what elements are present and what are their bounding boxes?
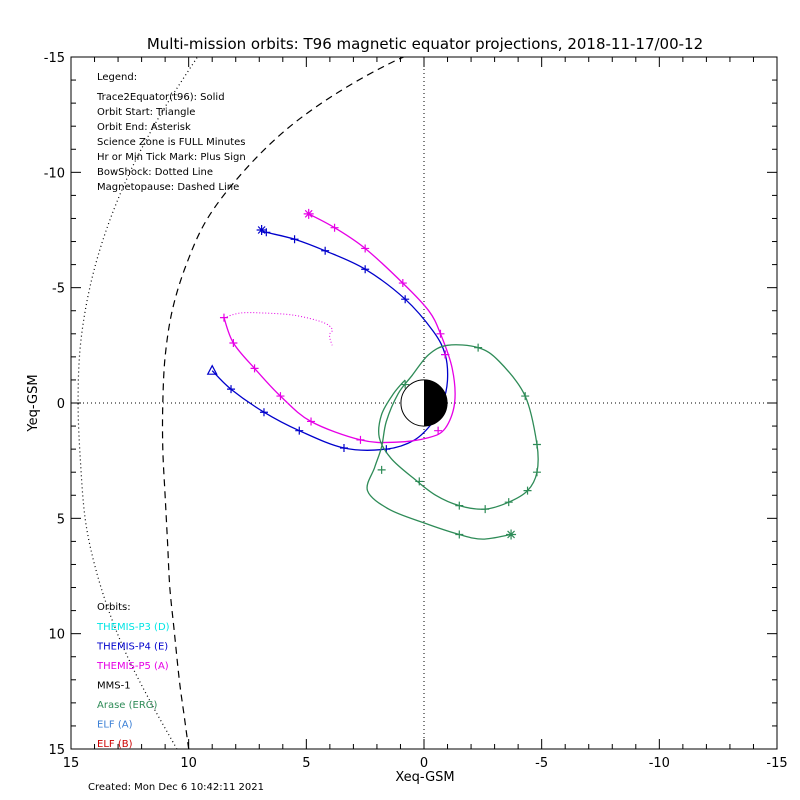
tick-mark <box>250 364 259 373</box>
tick-mark <box>398 279 407 288</box>
y-tick-label: -5 <box>52 282 65 297</box>
orbit-entry: ELF (B) <box>97 739 133 750</box>
tick-mark <box>523 486 532 495</box>
x-tick-label: 0 <box>420 756 428 771</box>
created-timestamp: Created: Mon Dec 6 10:42:11 2021 <box>88 782 264 793</box>
legend-line: Orbit End: Asterisk <box>97 122 191 133</box>
x-tick-label: -10 <box>649 756 670 771</box>
tick-mark <box>219 313 228 322</box>
orbits-heading: Orbits: <box>97 602 131 613</box>
tick-mark <box>532 440 541 449</box>
orbit-list: Orbits: THEMIS-P3 (D) THEMIS-P4 (E) THEMIS-… <box>96 602 170 750</box>
tick-mark <box>415 477 424 486</box>
orbit-entry: THEMIS-P3 (D) <box>96 622 170 633</box>
orbit-entry: Arase (ERG) <box>97 700 158 711</box>
orbit-end-asterisk <box>303 208 314 219</box>
series-themis-p5-main <box>219 208 456 444</box>
tick-mark <box>227 385 236 394</box>
tick-mark <box>356 435 365 444</box>
tick-mark <box>441 350 450 359</box>
y-tick-label: 10 <box>48 628 65 643</box>
tick-mark <box>401 380 410 389</box>
tick-mark <box>361 244 370 253</box>
tick-mark <box>455 530 464 539</box>
orbit-line <box>366 344 539 540</box>
x-tick-label: 10 <box>180 756 197 771</box>
x-tick-label: 15 <box>63 756 80 771</box>
series-arase-erg <box>366 343 541 540</box>
tick-mark <box>434 426 443 435</box>
orbit-line <box>223 213 456 444</box>
tick-mark <box>276 392 285 401</box>
legend-line: Magnetopause: Dashed Line <box>97 182 239 193</box>
y-tick-label: -10 <box>44 166 65 181</box>
tick-mark <box>377 465 386 474</box>
magnetopause-line <box>161 57 406 749</box>
orbit-entry: MMS-1 <box>97 681 131 692</box>
tick-mark <box>229 339 238 348</box>
orbit-end-asterisk <box>256 225 267 235</box>
orbit-entry: ELF (A) <box>97 720 133 731</box>
orbit-entry: THEMIS-P4 (E) <box>96 642 168 653</box>
y-tick-label: 15 <box>48 743 65 758</box>
x-axis-title: Xeq-GSM <box>395 770 454 785</box>
tick-mark <box>259 408 268 417</box>
tick-mark <box>436 329 445 338</box>
chart-title: Multi-mission orbits: T96 magnetic equat… <box>147 35 703 53</box>
tick-mark <box>295 426 304 435</box>
tick-mark <box>330 223 339 232</box>
y-axis-title: Yeq-GSM <box>26 374 41 432</box>
tick-mark <box>521 392 530 401</box>
tick-mark <box>532 468 541 477</box>
orbit-start-triangle <box>206 364 218 375</box>
legend-line: Trace2Equator(t96): Solid <box>96 92 225 103</box>
legend: Legend: Trace2Equator(t96): Solid Orbit St… <box>96 72 246 193</box>
tick-mark <box>481 505 490 514</box>
earth-nightside <box>424 379 448 427</box>
earth-icon <box>400 379 448 427</box>
x-tick-label: -15 <box>766 756 787 771</box>
tick-mark <box>474 343 483 352</box>
tick-mark <box>290 235 299 244</box>
tick-mark <box>401 295 410 304</box>
y-tick-label: -15 <box>44 51 65 66</box>
tick-mark <box>504 498 513 507</box>
tick-mark <box>307 417 316 426</box>
legend-heading: Legend: <box>97 72 137 83</box>
legend-line: Science Zone is FULL Minutes <box>97 137 246 148</box>
legend-line: Hr or Min Tick Mark: Plus Sign <box>97 152 246 163</box>
legend-line: BowShock: Dotted Line <box>97 167 213 178</box>
y-tick-label: 0 <box>57 397 65 412</box>
x-tick-label: -5 <box>535 756 548 771</box>
orbit-end-asterisk <box>506 529 517 540</box>
orbit-entry: THEMIS-P5 (A) <box>96 661 169 672</box>
tick-mark <box>339 443 348 452</box>
tick-mark <box>455 501 464 510</box>
series-themis-p4-pass1 <box>206 225 450 454</box>
legend-line: Orbit Start: Triangle <box>97 107 195 118</box>
y-tick-label: 5 <box>57 512 65 527</box>
tick-mark <box>321 246 330 255</box>
tick-mark <box>361 265 370 274</box>
x-tick-label: 5 <box>302 756 310 771</box>
orbit-line <box>211 229 449 451</box>
bowshock-line <box>77 57 199 749</box>
